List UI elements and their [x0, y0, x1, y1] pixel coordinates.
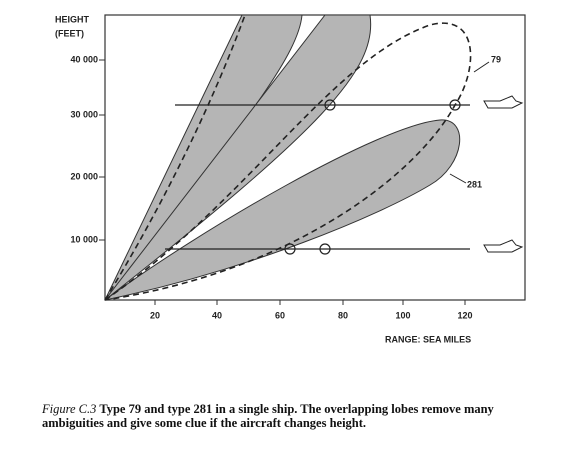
y-axis-label: (FEET): [55, 28, 84, 38]
aircraft-icon: [483, 239, 524, 253]
annotation: 79: [491, 54, 501, 64]
detection-point: [324, 99, 336, 111]
x-tick-label: 40: [212, 310, 222, 320]
caption-text: Type 79 and type 281 in a single ship. T…: [42, 402, 494, 430]
y-tick-label: 20 000: [70, 171, 98, 181]
x-tick-label: 20: [150, 310, 160, 320]
y-axis-label: HEIGHT: [55, 14, 90, 24]
x-tick-label: 80: [338, 310, 348, 320]
x-axis-label: RANGE: SEA MILES: [385, 334, 471, 344]
caption-label: Figure C.3: [42, 402, 97, 416]
detection-point: [284, 243, 296, 255]
x-tick-label: 100: [395, 310, 410, 320]
y-tick-label: 40 000: [70, 54, 98, 64]
annotation: 281: [467, 179, 482, 189]
detection-point: [319, 243, 331, 255]
detection-point: [449, 99, 461, 111]
x-tick-label: 60: [275, 310, 285, 320]
lobe-281: [104, 119, 461, 301]
lobe-79-upper: [104, 14, 246, 301]
aircraft-icon: [483, 95, 524, 109]
x-tick-label: 120: [457, 310, 472, 320]
leader-line: [473, 61, 490, 73]
y-tick-label: 10 000: [70, 234, 98, 244]
caption: Figure C.3 Type 79 and type 281 in a sin…: [42, 402, 542, 430]
y-tick-label: 30 000: [70, 109, 98, 119]
leader-line: [449, 173, 467, 184]
figure: HEIGHT (FEET) 40 000 30 000 20 000 10 000 20 40…: [0, 14, 580, 345]
axis-area: [0, 300, 580, 345]
